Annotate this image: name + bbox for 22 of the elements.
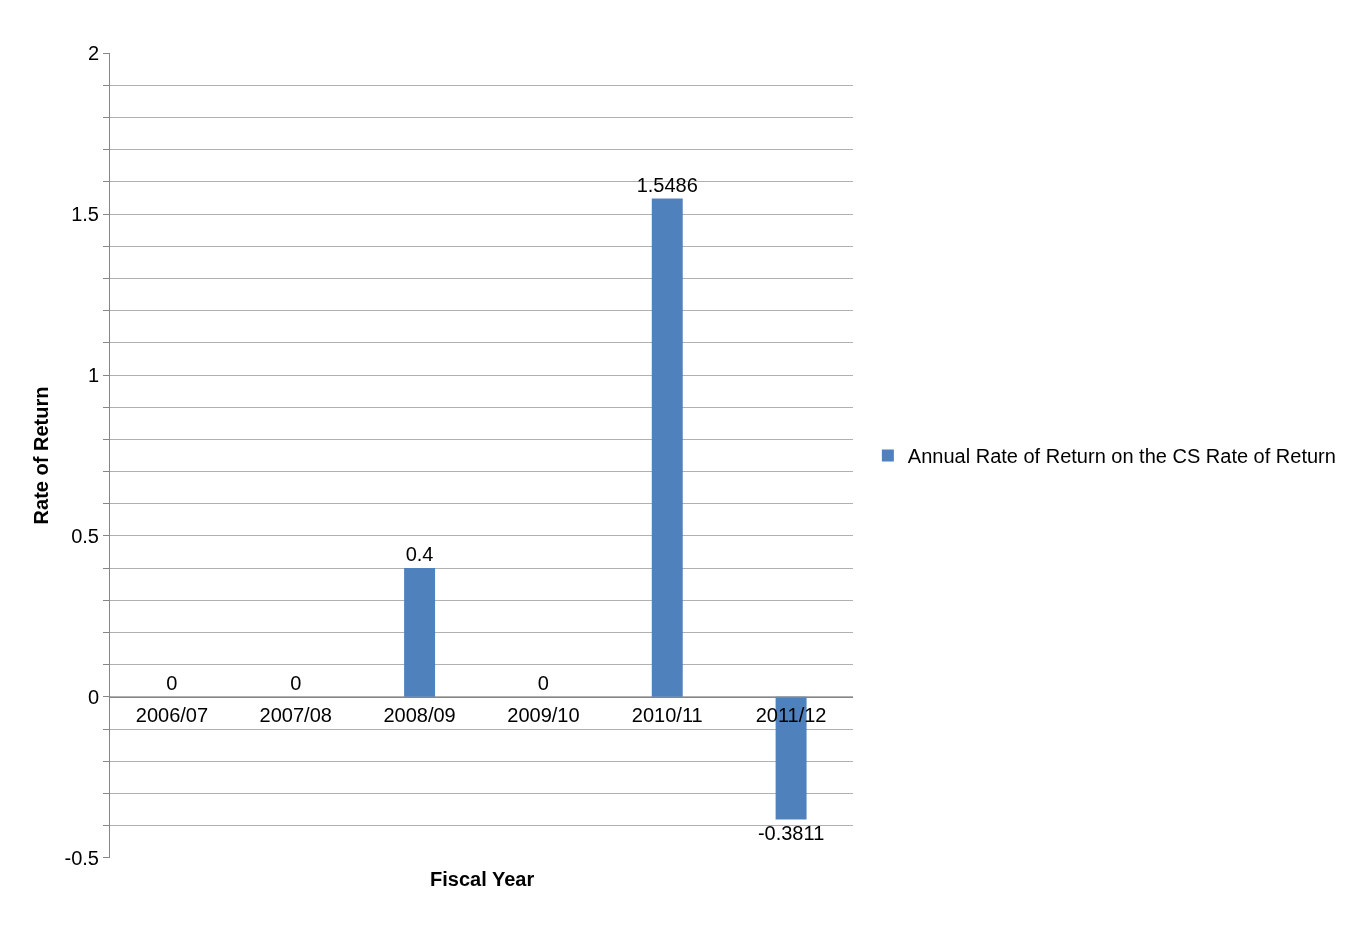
x-tick-label: 2008/09 <box>383 703 456 726</box>
y-tick-label: 1.5 <box>71 203 99 226</box>
x-tick-label: 2007/08 <box>259 703 332 726</box>
y-tick-label: -0.5 <box>64 846 99 869</box>
data-label: 0 <box>166 671 178 694</box>
data-label: -0.3811 <box>757 822 825 845</box>
bar <box>404 568 436 697</box>
data-label: 0.4 <box>405 543 434 566</box>
y-tick-label: 0 <box>87 685 99 708</box>
y-axis-title: Rate of Return <box>30 386 53 525</box>
x-tick-label: 2009/10 <box>507 703 580 726</box>
y-tick-label: 0.5 <box>71 524 99 547</box>
legend-label: Annual Rate of Return on the CS Rate of Return <box>907 445 1336 468</box>
bar <box>651 198 683 697</box>
data-label: 0 <box>537 671 549 694</box>
x-tick-label: 2006/07 <box>135 703 209 726</box>
y-tick-label: 1 <box>87 364 99 387</box>
x-axis-title: Fiscal Year <box>430 868 535 890</box>
data-label: 0 <box>290 671 302 694</box>
x-tick-label: 2010/11 <box>631 703 703 726</box>
data-label: 1.5486 <box>636 173 698 196</box>
y-tick-label: 2 <box>87 42 99 65</box>
